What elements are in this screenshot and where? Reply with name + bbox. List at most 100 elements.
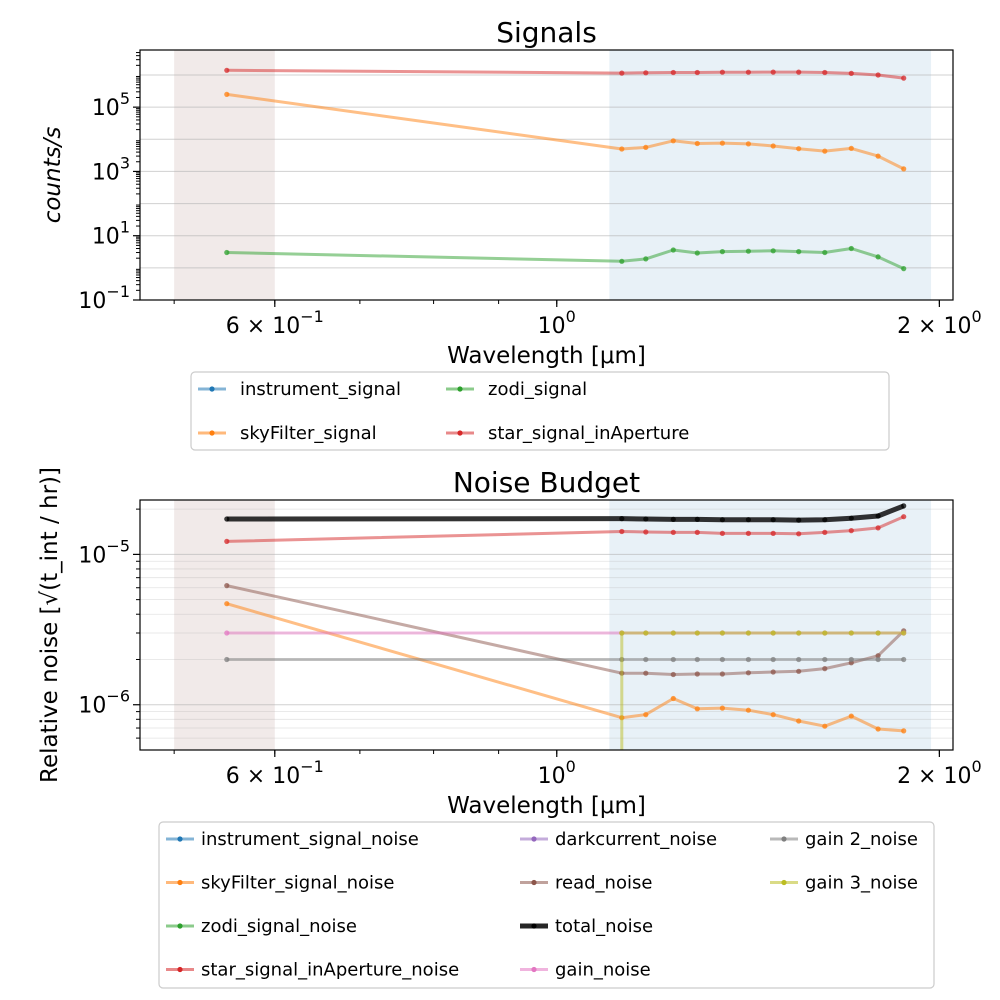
data-point-star-signal-inaperture-noise — [770, 530, 776, 537]
data-point-zodi-signal — [719, 249, 726, 255]
series-group — [224, 67, 907, 272]
data-point-skyfilter-signal-noise — [670, 695, 676, 702]
data-point-total-noise — [719, 517, 726, 523]
data-point-gain-3-noise — [822, 630, 828, 636]
data-point-gain-2-noise — [643, 656, 649, 663]
legend-label: skyFilter_signal — [240, 423, 377, 444]
data-point-skyfilter-signal-noise — [719, 705, 726, 711]
data-point-gain-3-noise — [694, 630, 700, 636]
data-point-gain-noise — [224, 630, 230, 636]
legend-marker — [781, 836, 787, 842]
legend-item-instrument-signal: instrument_signal — [198, 379, 401, 400]
legend-label: total_noise — [555, 916, 653, 937]
legend-marker — [457, 430, 463, 436]
legend-marker — [531, 879, 537, 886]
data-point-gain-2-noise — [745, 656, 752, 663]
legend-box — [190, 371, 890, 451]
data-point-gain-3-noise — [875, 630, 881, 636]
legend-label: gain 3_noise — [805, 873, 918, 894]
data-point-skyfilter-signal — [770, 143, 776, 149]
data-point-zodi-signal — [745, 248, 752, 254]
data-point-skyfilter-signal — [670, 138, 676, 144]
data-point-total-noise — [848, 515, 854, 521]
data-point-zodi-signal — [619, 258, 625, 264]
data-point-star-signal-inaperture-noise — [719, 530, 726, 537]
data-point-zodi-signal — [694, 250, 700, 256]
data-point-skyfilter-signal — [796, 146, 802, 152]
shaded-band-2 — [609, 500, 932, 750]
data-point-star-signal-inaperture-noise — [694, 529, 700, 536]
legend-marker — [209, 430, 215, 436]
data-point-skyfilter-signal — [694, 140, 700, 147]
legend-item-darkcurrent-noise: darkcurrent_noise — [520, 829, 717, 850]
data-point-total-noise — [619, 516, 625, 522]
legend-label: gain_noise — [555, 960, 651, 981]
x-tick-label: 6 × 10−1 — [226, 757, 324, 789]
legend-label: zodi_signal_noise — [201, 916, 357, 937]
data-point-skyfilter-signal — [643, 144, 649, 150]
data-point-gain-2-noise — [822, 656, 828, 663]
data-point-skyfilter-signal-noise — [745, 707, 752, 713]
data-point-star-signal-inaperture — [670, 69, 676, 76]
data-point-skyfilter-signal-noise — [770, 712, 776, 718]
legend-marker — [177, 879, 183, 886]
data-point-read-noise — [694, 671, 700, 677]
data-point-read-noise — [875, 653, 881, 659]
data-point-star-signal-inaperture-noise — [875, 525, 881, 531]
data-point-gain-3-noise — [745, 630, 752, 636]
data-point-skyfilter-signal — [224, 91, 230, 97]
legend-marker — [781, 879, 787, 886]
legend-label: instrument_signal_noise — [201, 829, 419, 850]
legend-item-gain-2-noise: gain 2_noise — [770, 829, 918, 850]
data-point-star-signal-inaperture — [643, 70, 649, 76]
y-tick-label: 10−5 — [78, 536, 130, 568]
x-tick-label: 100 — [538, 307, 576, 339]
legend-item-gain-3-noise: gain 3_noise — [770, 873, 918, 894]
data-point-gain-2-noise — [901, 656, 907, 663]
data-point-zodi-signal — [901, 266, 907, 272]
data-point-gain-2-noise — [224, 656, 230, 663]
data-point-gain-3-noise — [796, 630, 802, 636]
shaded-band-1 — [174, 500, 275, 750]
data-point-skyfilter-signal-noise — [822, 723, 828, 729]
legend-item-zodi-signal-noise: zodi_signal_noise — [166, 916, 357, 937]
data-point-star-signal-inaperture — [694, 69, 700, 76]
data-point-gain-3-noise — [719, 630, 726, 636]
legend-item-instrument-signal-noise: instrument_signal_noise — [166, 829, 419, 850]
data-point-star-signal-inaperture-noise — [848, 528, 854, 534]
data-point-zodi-signal — [224, 249, 230, 256]
x-tick-label: 2 × 100 — [897, 307, 982, 339]
legend-label: gain 2_noise — [805, 829, 918, 850]
data-point-total-noise — [901, 503, 907, 509]
data-point-zodi-signal — [796, 249, 802, 255]
data-point-skyfilter-signal-noise — [848, 713, 854, 719]
legend-marker — [177, 923, 183, 929]
data-point-read-noise — [670, 671, 676, 678]
legend-label: instrument_signal — [240, 379, 401, 400]
y-tick-label: 10−1 — [78, 282, 130, 314]
data-point-star-signal-inaperture — [848, 70, 854, 76]
data-point-skyfilter-signal-noise — [875, 726, 881, 732]
data-point-zodi-signal — [875, 254, 881, 260]
data-point-zodi-signal — [643, 256, 649, 262]
data-point-star-signal-inaperture — [875, 72, 881, 78]
series-group — [224, 503, 907, 750]
legend-item-skyfilter-signal-noise: skyFilter_signal_noise — [166, 873, 395, 894]
data-point-skyfilter-signal — [822, 148, 828, 154]
x-axis-label: Wavelength [μm] — [447, 793, 646, 819]
legend-item-total-noise: total_noise — [520, 916, 653, 937]
data-point-total-noise — [875, 513, 881, 519]
noise-budget-panel: 6 × 10−1 100 2 × 100 10−6 10−5 Noise Budget Wa… — [37, 466, 982, 989]
legend-item-zodi-signal: zodi_signal — [446, 379, 587, 400]
signals-panel: 6 × 10−1 100 2 × 100 10−1 101 103 105 Signals Wa… — [40, 16, 982, 451]
data-point-star-signal-inaperture-noise — [745, 530, 752, 537]
legend-label: star_signal_inAperture_noise — [201, 960, 459, 981]
legend-marker — [531, 923, 537, 929]
data-point-zodi-signal — [770, 248, 776, 254]
data-point-read-noise — [822, 666, 828, 672]
data-point-gain-3-noise — [901, 630, 907, 636]
legend-label: read_noise — [555, 873, 652, 894]
x-tick-label: 6 × 10−1 — [226, 307, 324, 339]
data-point-star-signal-inaperture-noise — [822, 529, 828, 536]
legend-marker — [209, 386, 215, 392]
